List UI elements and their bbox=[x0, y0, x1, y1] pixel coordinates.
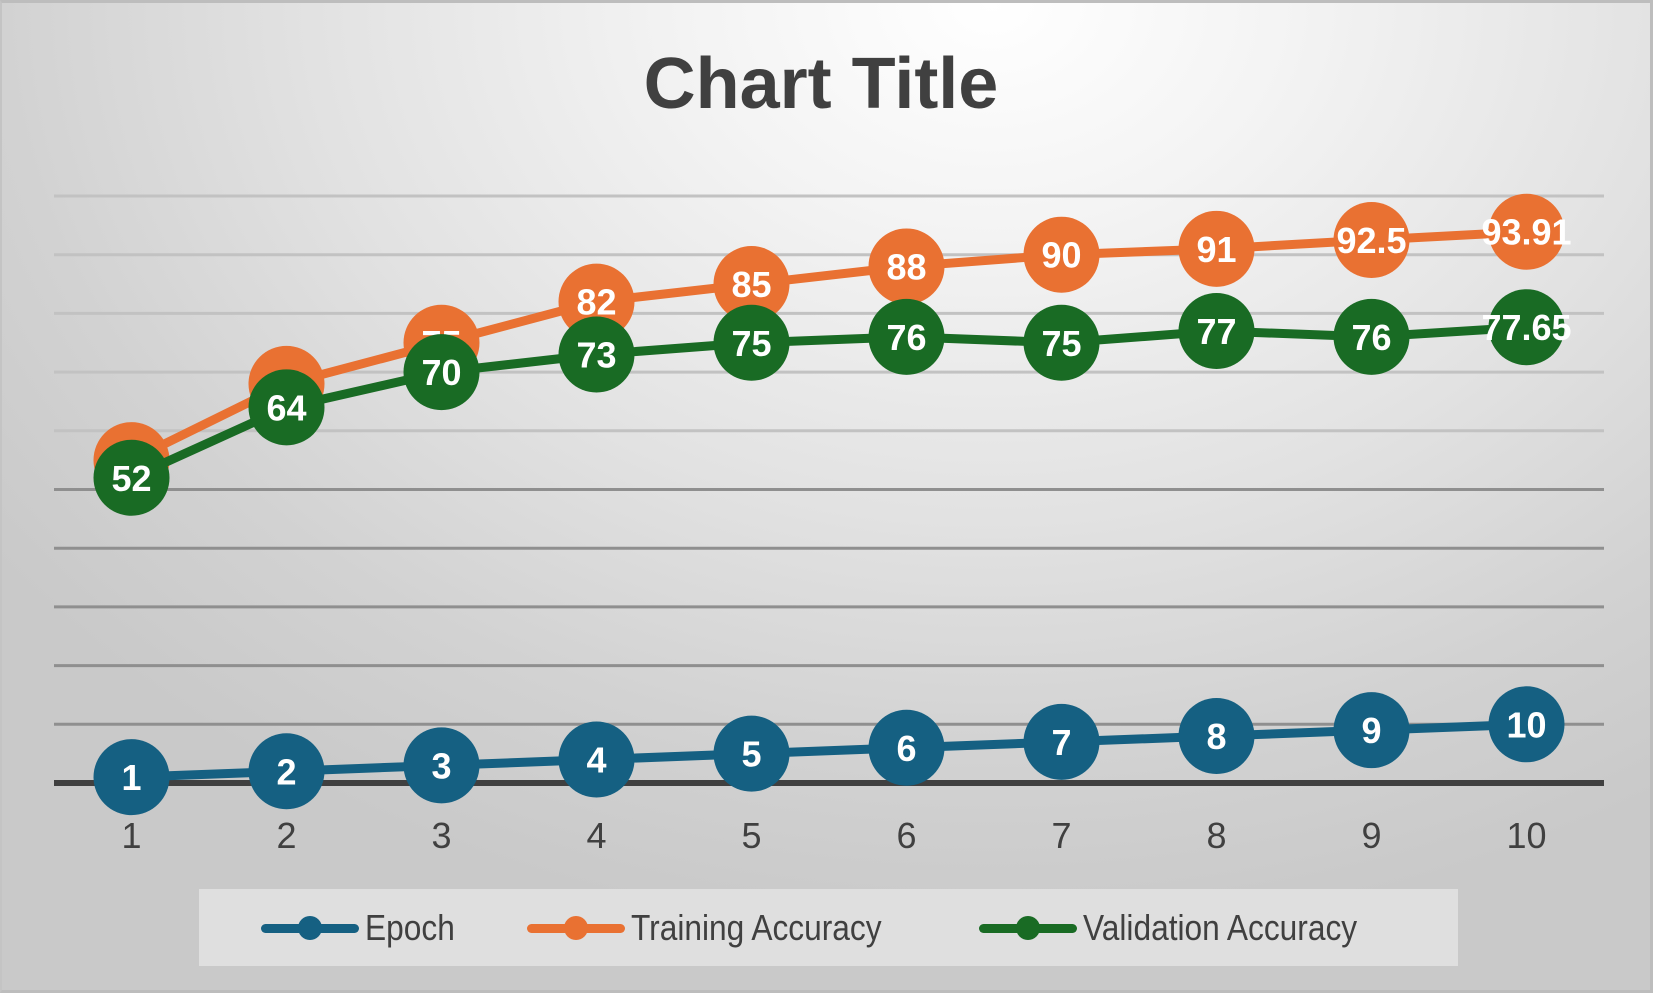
data-label: 7 bbox=[1051, 722, 1071, 763]
series-epoch[interactable]: 1 2 3 4 5 6 7 8 9 10 bbox=[93, 686, 1565, 816]
data-point-marker[interactable] bbox=[713, 715, 790, 792]
data-point-marker[interactable] bbox=[713, 246, 790, 323]
data-label: 64 bbox=[266, 387, 306, 428]
line-marker-icon bbox=[979, 915, 1077, 940]
data-label: 92.5 bbox=[1336, 220, 1406, 261]
line-marker-icon bbox=[261, 915, 359, 940]
data-label: 82 bbox=[576, 282, 616, 323]
data-label: 52 bbox=[111, 458, 151, 499]
x-tick-label: 4 bbox=[586, 815, 606, 856]
data-point-marker[interactable] bbox=[713, 304, 790, 381]
data-label: 1 bbox=[121, 757, 141, 798]
legend-label: Validation Accuracy bbox=[1083, 906, 1358, 948]
data-label: 77 bbox=[1196, 311, 1236, 352]
data-point-marker[interactable] bbox=[1023, 703, 1100, 780]
series-line[interactable] bbox=[129, 322, 1527, 482]
data-label: 90 bbox=[1041, 235, 1081, 276]
series-layer: 12345678910556875828588909192.593.915264… bbox=[93, 193, 1572, 816]
x-tick-label: 9 bbox=[1361, 815, 1381, 856]
x-tick-label: 8 bbox=[1206, 815, 1226, 856]
data-point-marker[interactable] bbox=[1333, 202, 1410, 279]
legend-key-dot bbox=[1016, 915, 1040, 940]
data-point-marker[interactable] bbox=[1178, 698, 1255, 775]
data-point-marker[interactable] bbox=[1488, 289, 1565, 366]
x-tick-label: 6 bbox=[896, 815, 916, 856]
data-label: 5 bbox=[741, 734, 761, 775]
data-point-marker[interactable] bbox=[1488, 193, 1565, 270]
data-point-marker[interactable] bbox=[1178, 293, 1255, 370]
chart-title[interactable]: Chart Title bbox=[643, 44, 999, 124]
data-label: 6 bbox=[896, 728, 916, 769]
data-point-marker[interactable] bbox=[868, 709, 945, 786]
data-point-marker[interactable] bbox=[868, 228, 945, 305]
data-point-marker[interactable] bbox=[248, 369, 325, 446]
legend-key-dot bbox=[564, 915, 588, 940]
x-tick-label: 5 bbox=[741, 815, 761, 856]
data-point-marker[interactable] bbox=[1023, 304, 1100, 381]
data-label: 85 bbox=[731, 264, 771, 305]
data-point-marker[interactable] bbox=[868, 298, 945, 375]
data-label: 76 bbox=[886, 317, 926, 358]
data-point-marker[interactable] bbox=[1178, 210, 1255, 287]
legend[interactable]: Epoch Training Accuracy Validation Accur… bbox=[199, 889, 1458, 966]
data-point-marker[interactable] bbox=[558, 721, 635, 798]
data-point-marker[interactable] bbox=[1488, 686, 1565, 763]
data-point-marker[interactable] bbox=[1333, 692, 1410, 769]
data-point-marker[interactable] bbox=[403, 334, 480, 411]
data-label: 88 bbox=[886, 246, 926, 287]
data-point-marker[interactable] bbox=[248, 733, 325, 810]
data-point-marker[interactable] bbox=[93, 439, 170, 516]
data-label: 2 bbox=[276, 751, 296, 792]
data-label: 75 bbox=[731, 323, 771, 364]
series-training-accuracy[interactable]: 556875828588909192.593.91 bbox=[93, 193, 1572, 499]
data-label: 93.91 bbox=[1481, 212, 1571, 253]
data-label: 4 bbox=[586, 740, 606, 781]
line-marker-icon bbox=[527, 915, 625, 940]
data-point-marker[interactable] bbox=[558, 263, 635, 340]
x-tick-label: 3 bbox=[431, 815, 451, 856]
data-label: 8 bbox=[1206, 716, 1226, 757]
gridlines bbox=[54, 194, 1604, 726]
series-line[interactable] bbox=[129, 227, 1527, 465]
legend-item-validation-accuracy[interactable]: Validation Accuracy bbox=[979, 889, 1395, 966]
data-label: 10 bbox=[1506, 704, 1546, 745]
data-label: 70 bbox=[421, 352, 461, 393]
x-tick-label: 2 bbox=[276, 815, 296, 856]
legend-label: Epoch bbox=[365, 906, 455, 948]
x-tick-label: 1 bbox=[121, 815, 141, 856]
data-point-marker[interactable] bbox=[1333, 298, 1410, 375]
data-point-marker[interactable] bbox=[93, 739, 170, 816]
data-label: 73 bbox=[576, 334, 616, 375]
series-line[interactable] bbox=[131, 719, 1527, 782]
data-point-marker[interactable] bbox=[1023, 216, 1100, 293]
series-validation-accuracy[interactable]: 52 64 70 73 75 76 75 77 76 77.65 bbox=[93, 289, 1572, 516]
legend-label: Training Accuracy bbox=[631, 906, 882, 948]
legend-key-dot bbox=[298, 915, 322, 940]
data-label: 76 bbox=[1351, 317, 1391, 358]
data-label: 91 bbox=[1196, 229, 1236, 270]
data-point-marker[interactable] bbox=[558, 316, 635, 393]
data-label: 9 bbox=[1361, 710, 1381, 751]
data-label: 75 bbox=[1041, 323, 1081, 364]
x-tick-label: 7 bbox=[1051, 815, 1071, 856]
data-label: 77.65 bbox=[1481, 307, 1571, 348]
x-tick-label: 10 bbox=[1506, 815, 1546, 856]
legend-item-training-accuracy[interactable]: Training Accuracy bbox=[527, 889, 916, 966]
data-point-marker[interactable] bbox=[403, 727, 480, 804]
legend-item-epoch[interactable]: Epoch bbox=[261, 889, 467, 966]
data-label: 3 bbox=[431, 745, 451, 786]
